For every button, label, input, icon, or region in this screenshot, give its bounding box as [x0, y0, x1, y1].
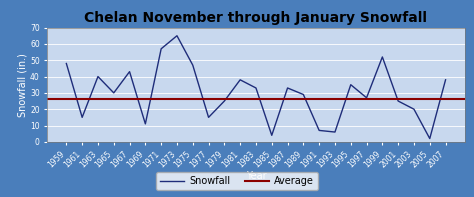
Y-axis label: Snowfall (in.): Snowfall (in.): [17, 53, 27, 117]
Line: Snowfall: Snowfall: [66, 36, 446, 138]
Snowfall: [411, 108, 417, 110]
Snowfall: [269, 134, 274, 137]
Snowfall: [253, 87, 259, 89]
Snowfall: [332, 131, 338, 133]
Snowfall: [348, 84, 354, 86]
Snowfall: [158, 48, 164, 50]
Snowfall: [443, 79, 448, 81]
Snowfall: [301, 93, 306, 96]
Snowfall: [285, 87, 291, 89]
Snowfall: [127, 71, 132, 73]
Snowfall: [364, 97, 369, 99]
Snowfall: [316, 129, 322, 132]
Snowfall: [64, 62, 69, 65]
X-axis label: Year: Year: [246, 171, 266, 181]
Snowfall: [143, 123, 148, 125]
Snowfall: [221, 100, 227, 102]
Legend: Snowfall, Average: Snowfall, Average: [156, 172, 318, 190]
Snowfall: [206, 116, 211, 119]
Snowfall: [111, 92, 117, 94]
Snowfall: [79, 116, 85, 119]
Title: Chelan November through January Snowfall: Chelan November through January Snowfall: [84, 11, 428, 25]
Snowfall: [427, 137, 433, 140]
Snowfall: [174, 34, 180, 37]
Snowfall: [395, 100, 401, 102]
Snowfall: [380, 56, 385, 58]
Snowfall: [237, 79, 243, 81]
Snowfall: [190, 64, 196, 66]
Snowfall: [95, 75, 101, 78]
